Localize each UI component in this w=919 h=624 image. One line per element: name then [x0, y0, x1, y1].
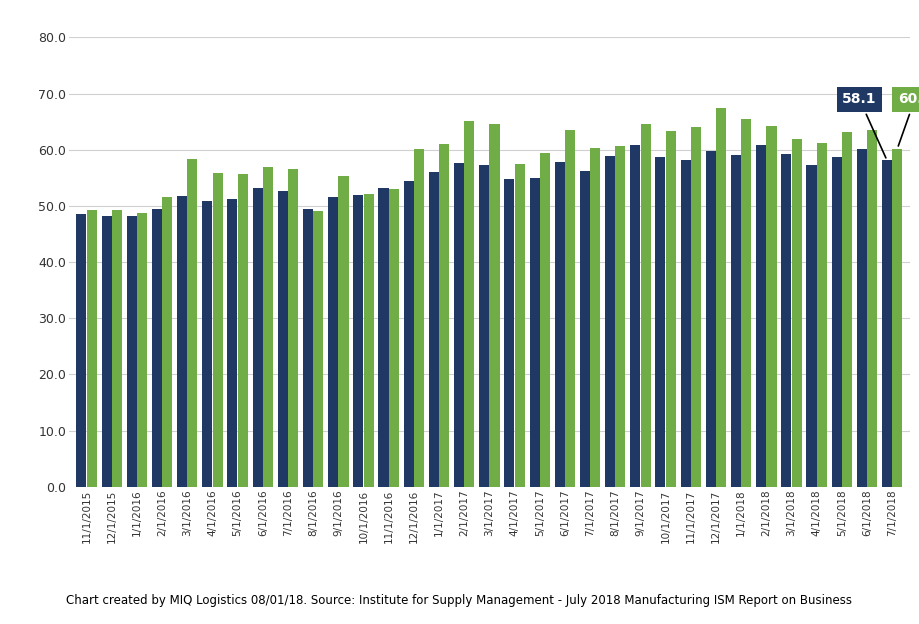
Bar [731, 155, 741, 487]
Bar [630, 145, 641, 487]
Text: 60.2: 60.2 [898, 92, 919, 146]
Bar [227, 198, 237, 487]
Bar [328, 197, 338, 487]
Bar [238, 174, 248, 487]
Bar [665, 130, 675, 487]
Bar [152, 209, 162, 487]
Bar [127, 216, 137, 487]
Bar [892, 149, 902, 487]
Bar [187, 159, 198, 487]
Bar [842, 132, 852, 487]
Bar [338, 175, 348, 487]
Text: Chart created by MIQ Logistics 08/01/18. Source: Institute for Supply Management: Chart created by MIQ Logistics 08/01/18.… [66, 594, 853, 607]
Bar [137, 213, 147, 487]
Bar [742, 119, 752, 487]
Bar [781, 154, 791, 487]
Bar [464, 121, 474, 487]
Bar [112, 210, 122, 487]
Bar [766, 126, 777, 487]
Bar [868, 130, 878, 487]
Bar [832, 157, 842, 487]
Text: 58.1: 58.1 [842, 92, 886, 158]
Bar [515, 164, 525, 487]
Bar [817, 143, 827, 487]
Bar [791, 139, 801, 487]
Bar [76, 214, 86, 487]
Bar [505, 179, 515, 487]
Bar [253, 188, 263, 487]
Bar [716, 108, 726, 487]
Bar [807, 165, 817, 487]
Bar [101, 216, 111, 487]
Bar [565, 130, 575, 487]
Bar [429, 172, 439, 487]
Bar [590, 147, 600, 487]
Bar [353, 195, 363, 487]
Bar [655, 157, 665, 487]
Bar [580, 170, 590, 487]
Bar [691, 127, 701, 487]
Bar [605, 157, 615, 487]
Bar [756, 145, 766, 487]
Bar [454, 163, 464, 487]
Bar [86, 210, 96, 487]
Bar [364, 194, 374, 487]
Bar [202, 202, 212, 487]
Bar [162, 197, 172, 487]
Bar [313, 211, 323, 487]
Bar [414, 149, 424, 487]
Bar [641, 124, 651, 487]
Bar [379, 188, 389, 487]
Bar [479, 165, 489, 487]
Bar [529, 178, 539, 487]
Bar [288, 169, 298, 487]
Bar [706, 152, 716, 487]
Bar [278, 192, 288, 487]
Bar [403, 181, 414, 487]
Bar [539, 153, 550, 487]
Bar [616, 147, 626, 487]
Bar [882, 160, 892, 487]
Bar [389, 189, 399, 487]
Bar [681, 160, 691, 487]
Bar [177, 196, 187, 487]
Bar [490, 125, 500, 487]
Bar [555, 162, 565, 487]
Bar [263, 167, 273, 487]
Bar [439, 144, 449, 487]
Bar [857, 149, 867, 487]
Bar [212, 173, 222, 487]
Bar [303, 209, 313, 487]
